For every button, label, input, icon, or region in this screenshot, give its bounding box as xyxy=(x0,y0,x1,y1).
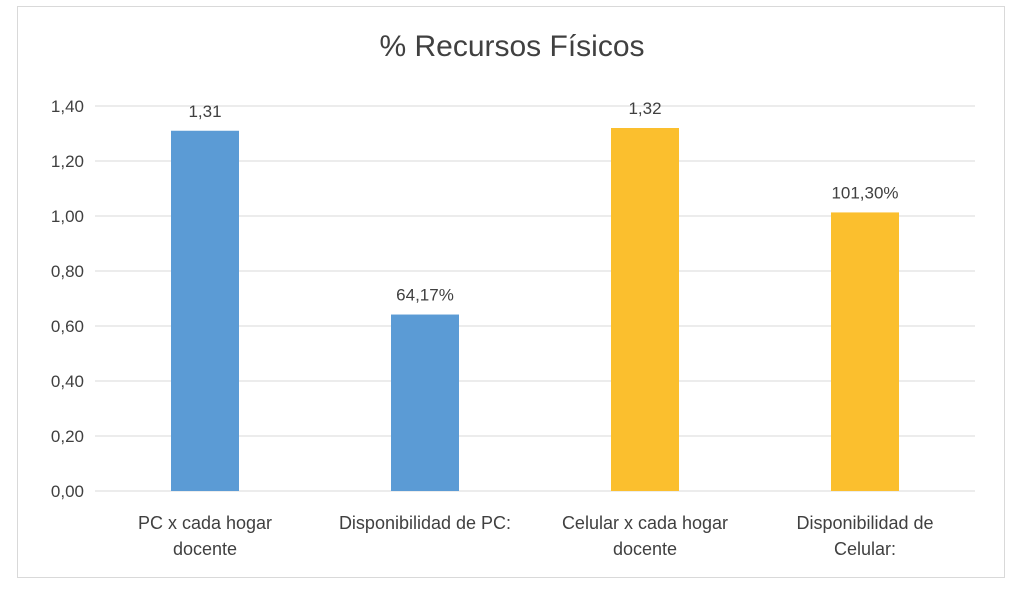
y-tick-label: 1,40 xyxy=(51,97,84,116)
x-category-label: docente xyxy=(613,539,677,559)
x-category-label: Disponibilidad de xyxy=(796,513,933,533)
x-category-label: Disponibilidad de PC: xyxy=(339,513,511,533)
bar xyxy=(171,130,239,491)
chart-title: % Recursos Físicos xyxy=(379,30,645,63)
y-tick-label: 0,00 xyxy=(51,482,84,501)
x-category-label: Celular: xyxy=(834,539,896,559)
y-tick-label: 0,20 xyxy=(51,427,84,446)
data-label: 101,30% xyxy=(831,183,898,202)
y-tick-label: 0,80 xyxy=(51,262,84,281)
data-label: 64,17% xyxy=(396,286,454,305)
data-label: 1,31 xyxy=(188,102,221,121)
x-category-label: docente xyxy=(173,539,237,559)
data-label: 1,32 xyxy=(628,99,661,118)
y-tick-label: 0,60 xyxy=(51,317,84,336)
bar xyxy=(831,212,899,492)
x-category-label: Celular x cada hogar xyxy=(562,513,728,533)
bar xyxy=(391,314,459,491)
y-tick-label: 0,40 xyxy=(51,372,84,391)
x-category-label: PC x cada hogar xyxy=(138,513,272,533)
y-tick-label: 1,00 xyxy=(51,207,84,226)
bar xyxy=(611,128,679,491)
y-tick-label: 1,20 xyxy=(51,152,84,171)
